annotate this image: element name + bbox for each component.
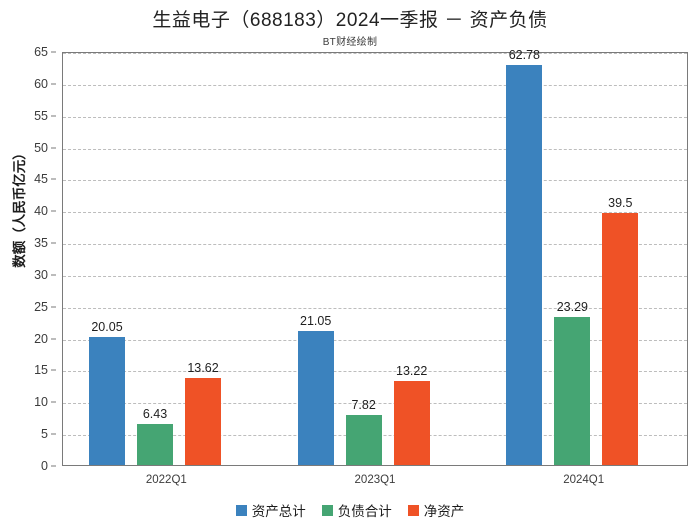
- y-tick-label: 20: [34, 331, 48, 346]
- gridline: [63, 148, 687, 150]
- bar: [89, 337, 125, 465]
- y-tick-label: 5: [41, 427, 48, 442]
- bar: [602, 213, 639, 465]
- y-tick-label: 55: [34, 108, 48, 123]
- y-tick-label: 0: [41, 459, 48, 473]
- x-tick-label: 2024Q1: [563, 474, 605, 486]
- bar: [185, 378, 221, 465]
- y-tick-mark: [51, 274, 56, 276]
- gridline: [63, 371, 687, 373]
- plot-area: 20.05 6.43 13.62 21.05 7.82 13.22 62.78 23.29 39…: [62, 48, 688, 466]
- bar: [393, 380, 430, 465]
- x-tick-label: 2023Q1: [354, 474, 396, 486]
- y-tick-label: 65: [34, 45, 48, 59]
- bar-value-label: 13.62: [187, 361, 219, 376]
- bar-value-label: 62.78: [508, 48, 540, 63]
- legend-label: 净资产: [423, 504, 465, 519]
- x-axis: 2022Q1 2023Q1 2024Q1: [62, 470, 688, 492]
- y-tick-mark: [51, 465, 56, 467]
- gridline: [63, 212, 687, 214]
- gridline: [63, 84, 687, 86]
- chart-title: 生益电子（688183）2024一季报 － 资产负债: [152, 10, 548, 31]
- bar-value-label: 23.29: [556, 299, 588, 314]
- y-tick-label: 10: [34, 395, 48, 410]
- legend-swatch-icon: [407, 504, 419, 516]
- chart-subtitle: BT财经绘制: [322, 37, 378, 48]
- legend-item[interactable]: 负债合计: [321, 500, 392, 520]
- y-tick-label: 25: [34, 299, 48, 314]
- legend-label: 资产总计: [251, 504, 306, 519]
- bar-value-label: 7.82: [351, 398, 376, 413]
- y-tick-mark: [51, 433, 56, 435]
- gridline: [63, 53, 687, 54]
- gridline: [63, 116, 687, 118]
- y-tick-mark: [51, 178, 56, 180]
- legend-swatch-icon: [321, 504, 333, 516]
- y-tick-mark: [51, 338, 56, 340]
- bar: [554, 316, 591, 465]
- bar-value-label: 39.5: [608, 196, 633, 211]
- y-tick-label: 45: [34, 172, 48, 187]
- y-tick-mark: [51, 51, 56, 53]
- gridline: [63, 244, 687, 246]
- x-tick-label: 2022Q1: [145, 474, 187, 486]
- y-tick-label: 35: [34, 236, 48, 251]
- y-tick-label: 40: [34, 204, 48, 219]
- y-tick-label: 15: [34, 363, 48, 378]
- y-tick-label: 50: [34, 140, 48, 155]
- gridline: [63, 339, 687, 341]
- y-tick-mark: [51, 369, 56, 371]
- bar-value-label: 13.22: [396, 363, 428, 378]
- y-tick-mark: [51, 147, 56, 149]
- bar: [506, 65, 543, 465]
- legend: 资产总计 负债合计 净资产: [0, 500, 700, 520]
- gridline: [63, 180, 687, 182]
- bar-value-label: 20.05: [91, 320, 123, 335]
- y-tick-label: 60: [34, 76, 48, 91]
- y-tick-label: 30: [34, 267, 48, 282]
- gridline: [63, 307, 687, 309]
- y-tick-mark: [51, 83, 56, 85]
- bar: [137, 424, 173, 465]
- bar: [297, 330, 334, 465]
- y-tick-mark: [51, 242, 56, 244]
- bar-value-label: 6.43: [142, 407, 168, 422]
- bar: [345, 415, 382, 465]
- y-tick-mark: [51, 306, 56, 308]
- legend-item[interactable]: 净资产: [407, 500, 465, 520]
- y-tick-mark: [51, 401, 56, 403]
- legend-item[interactable]: 资产总计: [235, 500, 306, 520]
- y-axis: 0 5 10 15 20 25 30 35 40 45 50 55 60 65: [0, 45, 56, 473]
- legend-label: 负债合计: [337, 504, 392, 519]
- legend-swatch-icon: [235, 504, 247, 516]
- y-tick-mark: [51, 210, 56, 212]
- gridline: [63, 275, 687, 277]
- y-tick-mark: [51, 115, 56, 117]
- bar-value-label: 21.05: [300, 313, 332, 328]
